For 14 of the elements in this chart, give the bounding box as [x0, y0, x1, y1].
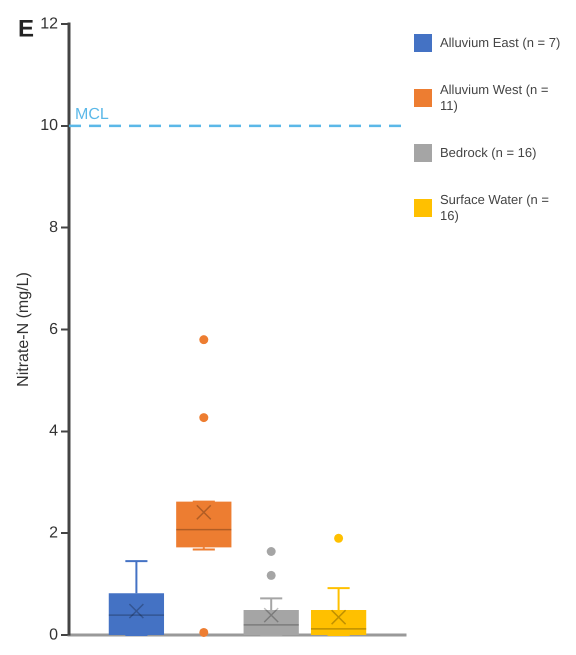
y-tick-label: 8 — [49, 219, 58, 236]
legend-label: Alluvium East (n = 7) — [440, 35, 562, 51]
y-tick-label: 10 — [40, 117, 58, 134]
y-tick-label: 2 — [49, 524, 58, 542]
legend-label: Alluvium West (n = 11) — [440, 82, 550, 114]
y-tick-label: 0 — [49, 626, 58, 644]
legend-label: Surface Water (n = 16) — [440, 192, 550, 224]
y-tick-label: 6 — [49, 320, 58, 338]
legend-label: Bedrock (n = 16) — [440, 145, 538, 161]
y-tick-label: 4 — [49, 422, 58, 440]
y-axis-title: Nitrate-N (mg/L) — [15, 272, 32, 387]
y-tick-label: 12 — [40, 15, 58, 32]
ref-line-label: MCL — [74, 106, 109, 124]
text: E — [18, 16, 34, 43]
